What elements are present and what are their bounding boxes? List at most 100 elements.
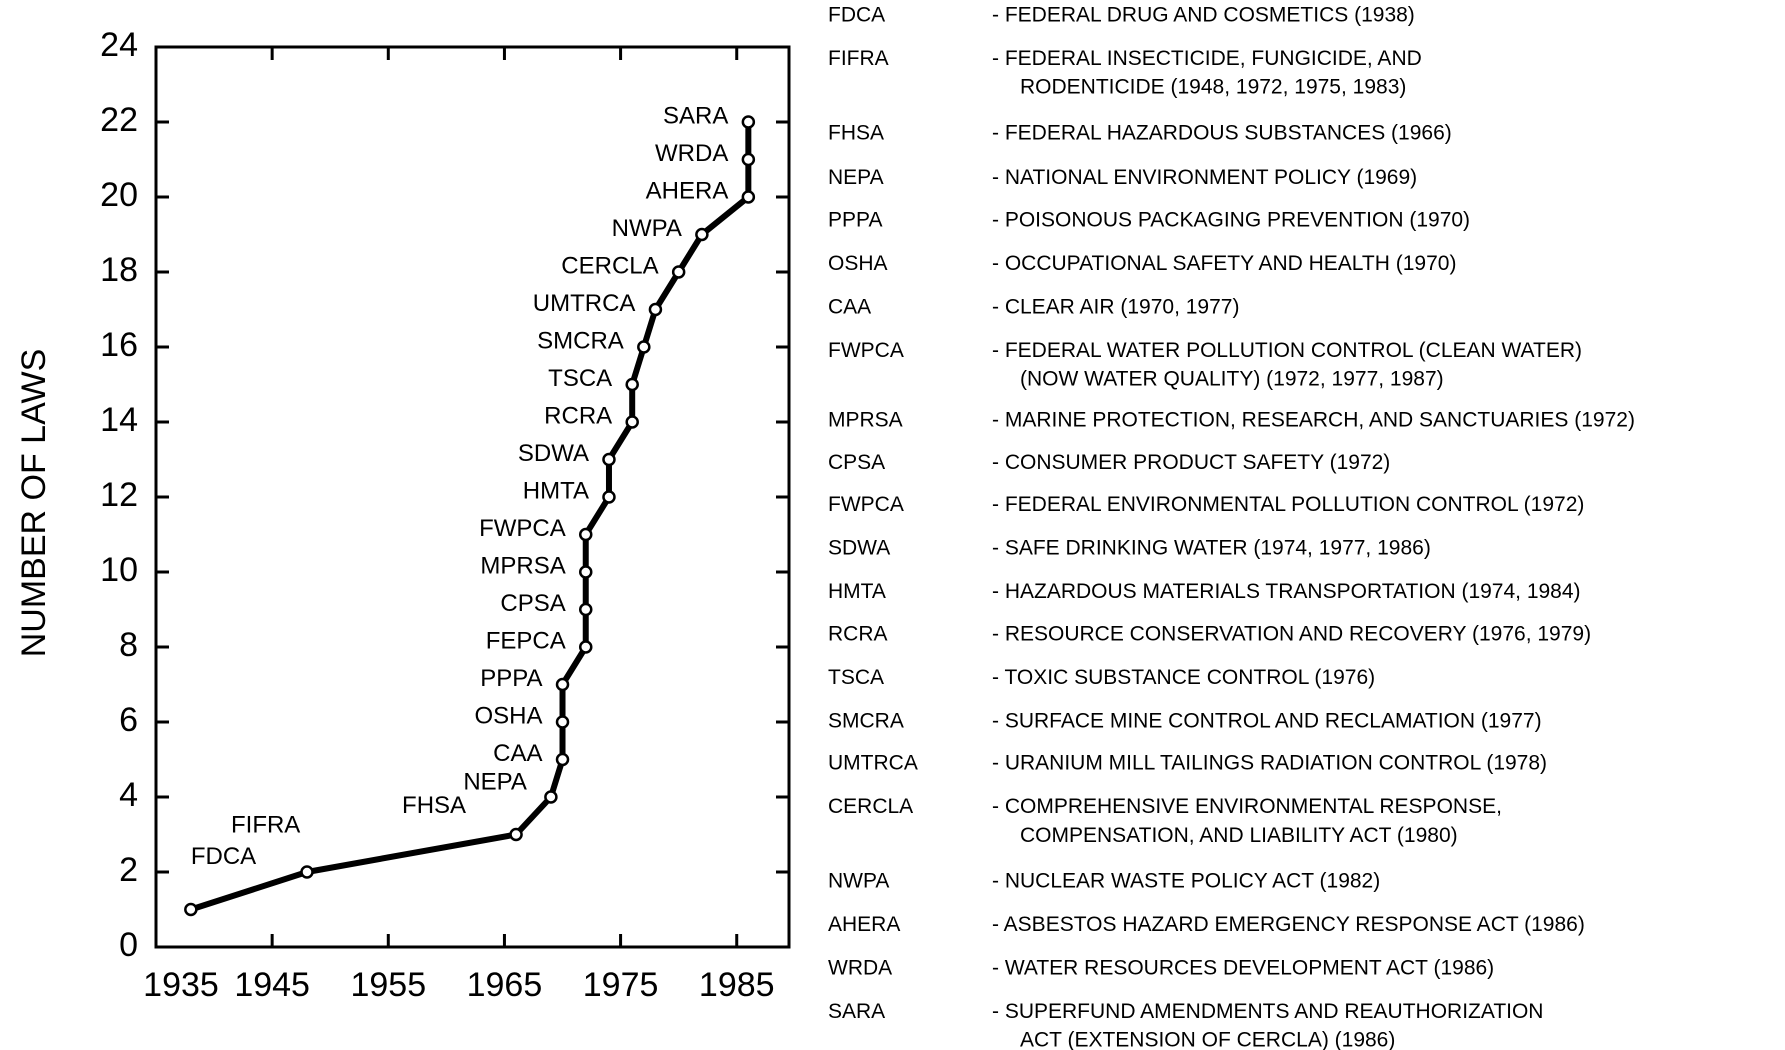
x-tick-label: 1965 (467, 966, 543, 1004)
glossary-text: - FEDERAL ENVIRONMENTAL POLLUTION CONTRO… (992, 493, 1584, 516)
data-point (555, 677, 570, 692)
point-label: SARA (663, 102, 728, 129)
point-label: RCRA (544, 402, 612, 429)
glossary-text: - SUPERFUND AMENDMENTS AND REAUTHORIZATI… (992, 1000, 1543, 1023)
x-tick-label: 1975 (583, 966, 659, 1004)
y-tick-label: 14 (100, 401, 138, 439)
data-point (578, 640, 593, 654)
point-label: PPPA (480, 665, 542, 692)
data-line (189, 122, 752, 913)
glossary-text: - HAZARDOUS MATERIALS TRANSPORTATION (19… (992, 580, 1581, 603)
y-axis-label: NUMBER OF LAWS (15, 349, 53, 658)
data-point (184, 902, 198, 917)
data-point (625, 415, 639, 429)
data-point (509, 827, 523, 842)
y-tick-label: 0 (119, 926, 138, 964)
glossary-abbr: NWPA (828, 870, 889, 893)
glossary-text: - SURFACE MINE CONTROL AND RECLAMATION (… (992, 709, 1542, 732)
data-point (555, 715, 570, 729)
point-label: OSHA (474, 702, 542, 729)
glossary-abbr: WRDA (828, 957, 892, 980)
data-point (300, 865, 314, 879)
x-tick-label: 1955 (350, 966, 426, 1004)
point-label: HMTA (523, 477, 589, 504)
glossary-abbr: FHSA (828, 121, 884, 144)
data-point (741, 152, 756, 167)
glossary-abbr: RCRA (828, 622, 888, 645)
glossary-text: COMPENSATION, AND LIABILITY ACT (1980) (1020, 824, 1458, 847)
glossary-text: - COMPREHENSIVE ENVIRONMENTAL RESPONSE, (992, 795, 1502, 818)
glossary-abbr: FIFRA (828, 47, 889, 70)
point-label: MPRSA (480, 552, 565, 579)
glossary-text: ACT (EXTENSION OF CERCLA) (1986) (1020, 1029, 1395, 1050)
point-label: CAA (493, 740, 542, 767)
y-tick-label: 2 (119, 851, 138, 889)
y-tick-label: 12 (100, 476, 138, 514)
glossary-text: - FEDERAL WATER POLLUTION CONTROL (CLEAN… (992, 339, 1582, 362)
data-point (578, 527, 593, 542)
x-tick-label: 1945 (234, 966, 310, 1004)
point-label: FHSA (402, 792, 466, 819)
y-tick-label: 10 (100, 551, 138, 589)
glossary-abbr: SDWA (828, 537, 890, 560)
glossary-abbr: CERCLA (828, 795, 913, 818)
glossary-text: - MARINE PROTECTION, RESEARCH, AND SANCT… (992, 409, 1635, 432)
data-point (555, 752, 570, 767)
point-label: CERCLA (561, 252, 658, 279)
data-point (544, 790, 558, 804)
point-label: NEPA (463, 768, 527, 795)
glossary-text: - CONSUMER PRODUCT SAFETY (1972) (992, 451, 1390, 474)
glossary-abbr: FDCA (828, 4, 885, 27)
point-label: FDCA (191, 843, 256, 870)
glossary-text: - RESOURCE CONSERVATION AND RECOVERY (19… (992, 622, 1591, 645)
glossary-text: (NOW WATER QUALITY) (1972, 1977, 1987) (1020, 367, 1444, 390)
data-point (741, 115, 756, 129)
point-label: SDWA (518, 440, 589, 467)
glossary-text: - FEDERAL INSECTICIDE, FUNGICIDE, AND (992, 47, 1422, 70)
data-point (602, 452, 616, 467)
point-label: SMCRA (537, 327, 624, 354)
y-tick-label: 16 (100, 326, 138, 364)
glossary-abbr: CPSA (828, 451, 885, 474)
glossary-abbr: OSHA (828, 252, 888, 275)
glossary-text: RODENTICIDE (1948, 1972, 1975, 1983) (1020, 76, 1406, 99)
glossary-abbr: FWPCA (828, 493, 904, 516)
glossary-abbr: SMCRA (828, 709, 904, 732)
glossary-abbr: FWPCA (828, 339, 904, 362)
glossary-abbr: UMTRCA (828, 752, 918, 775)
y-tick-label: 6 (119, 701, 138, 739)
point-label: FWPCA (479, 515, 566, 542)
data-point (671, 265, 686, 279)
glossary-abbr: PPPA (828, 208, 882, 231)
glossary-text: - WATER RESOURCES DEVELOPMENT ACT (1986) (992, 957, 1494, 980)
glossary-abbr: CAA (828, 295, 871, 318)
glossary-abbr: AHERA (828, 913, 900, 936)
glossary-text: - URANIUM MILL TAILINGS RADIATION CONTRO… (992, 752, 1547, 775)
point-label: FEPCA (486, 627, 566, 654)
glossary-abbr: SARA (828, 1000, 885, 1023)
glossary-text: - CLEAR AIR (1970, 1977) (992, 295, 1239, 318)
glossary-text: - NUCLEAR WASTE POLICY ACT (1982) (992, 870, 1380, 893)
glossary-abbr: NEPA (828, 166, 884, 189)
x-tick-label: 1985 (699, 966, 775, 1004)
data-point (648, 302, 663, 317)
glossary-text: - POISONOUS PACKAGING PREVENTION (1970) (992, 208, 1470, 231)
point-label: CPSA (500, 590, 565, 617)
point-label: NWPA (612, 215, 682, 242)
point-label: FIFRA (231, 811, 300, 838)
y-tick-label: 4 (119, 776, 138, 814)
data-point (637, 340, 651, 354)
data-point (625, 377, 639, 392)
data-point (695, 227, 709, 242)
x-tick-label: 1935 (143, 966, 219, 1004)
y-tick-label: 24 (100, 26, 138, 64)
glossary-abbr: MPRSA (828, 409, 903, 432)
y-tick-label: 8 (119, 626, 138, 664)
y-tick-label: 18 (100, 251, 138, 289)
glossary-text: - NATIONAL ENVIRONMENT POLICY (1969) (992, 166, 1417, 189)
glossary-text: - TOXIC SUBSTANCE CONTROL (1976) (992, 666, 1375, 689)
data-point (741, 190, 756, 204)
glossary-text: - FEDERAL HAZARDOUS SUBSTANCES (1966) (992, 121, 1452, 144)
point-label: TSCA (548, 365, 612, 392)
point-label: UMTRCA (533, 290, 636, 317)
